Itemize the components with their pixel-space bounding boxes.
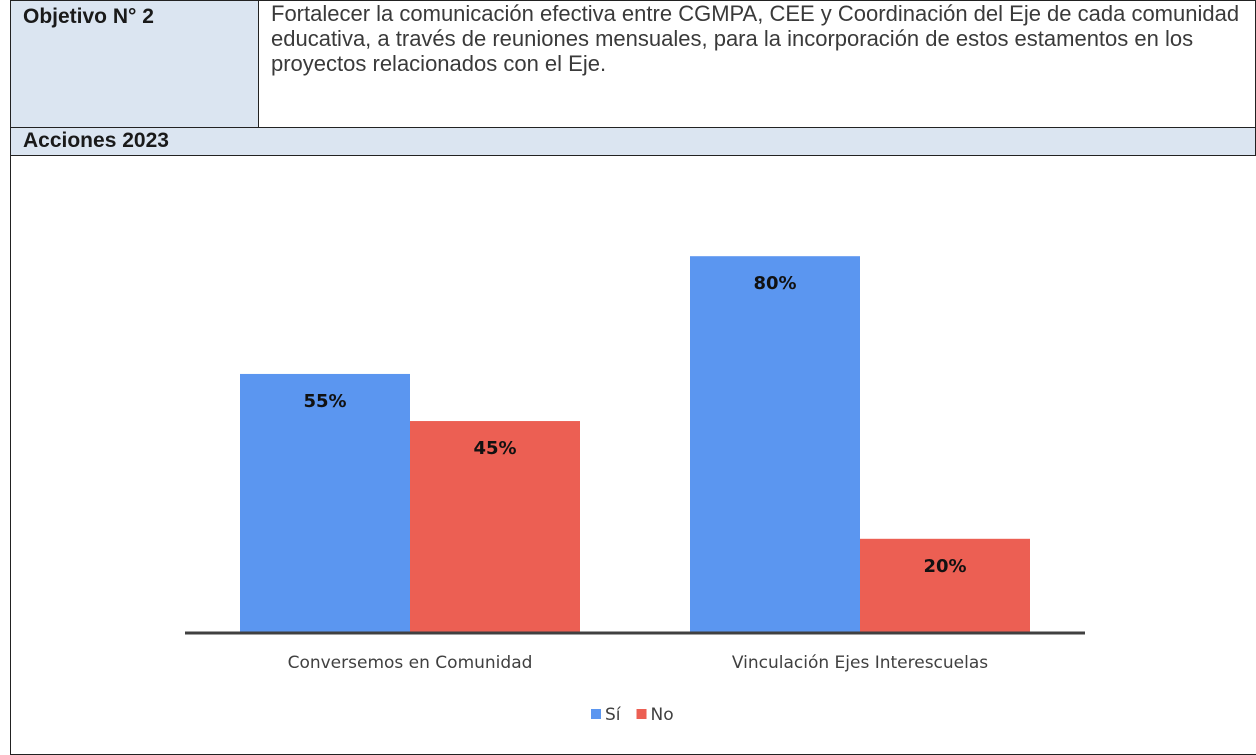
objective-label: Objetivo N° 2 [10,0,259,128]
data-label: 45% [473,438,516,459]
objective-text: Fortalecer la comunicación efectiva entr… [258,0,1256,128]
legend-label: Sí [605,705,622,725]
x-tick-label: Vinculación Ejes Interescuelas [732,653,988,673]
data-label: 20% [923,556,966,577]
data-label: 55% [303,391,346,412]
legend-swatch [591,709,601,719]
x-tick-label: Conversemos en Comunidad [288,653,533,673]
legend-swatch [636,709,647,719]
bar [240,373,410,633]
bar [410,421,580,633]
bar [860,538,1030,633]
legend-label: No [651,705,674,725]
data-label: 80% [753,273,796,294]
bar [690,256,860,633]
